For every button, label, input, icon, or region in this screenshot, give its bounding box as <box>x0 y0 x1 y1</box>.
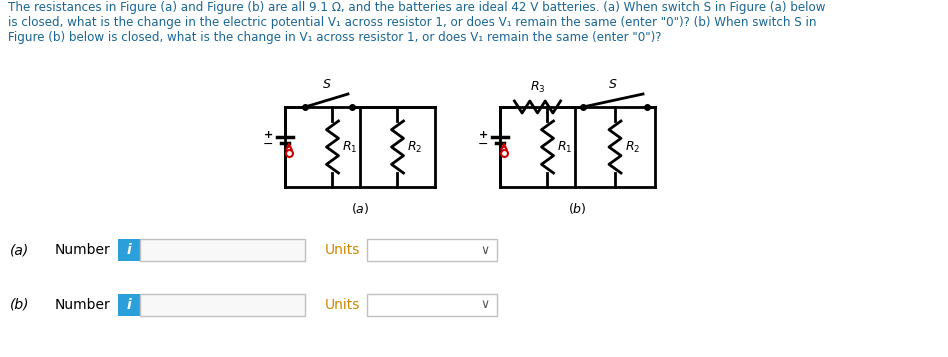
Text: $R_2$: $R_2$ <box>408 140 423 155</box>
Bar <box>140 239 305 261</box>
Text: −: − <box>263 137 273 151</box>
Text: (a): (a) <box>10 243 29 257</box>
Text: $(b)$: $(b)$ <box>568 201 587 216</box>
Text: Units: Units <box>325 298 360 312</box>
Bar <box>140 294 305 316</box>
Text: Figure (b) below is closed, what is the change in V₁ across resistor 1, or does : Figure (b) below is closed, what is the … <box>8 31 662 44</box>
Text: $R_1$: $R_1$ <box>557 140 573 155</box>
Text: Units: Units <box>325 243 360 257</box>
Text: $R_2$: $R_2$ <box>625 140 640 155</box>
Bar <box>367 239 497 261</box>
Text: is closed, what is the change in the electric potential V₁ across resistor 1, or: is closed, what is the change in the ele… <box>8 16 816 29</box>
Text: ∨: ∨ <box>481 243 489 256</box>
Text: $R_3$: $R_3$ <box>530 80 545 95</box>
Bar <box>367 294 497 316</box>
Text: The resistances in Figure (a) and Figure (b) are all 9.1 Ω, and the batteries ar: The resistances in Figure (a) and Figure… <box>8 1 826 14</box>
Text: i: i <box>127 243 132 257</box>
Text: ∨: ∨ <box>481 298 489 312</box>
Text: S: S <box>609 78 617 91</box>
Text: (b): (b) <box>10 298 29 312</box>
Bar <box>118 294 140 316</box>
Text: Number: Number <box>55 298 111 312</box>
Text: $(a)$: $(a)$ <box>351 201 369 216</box>
Text: −: − <box>478 137 488 151</box>
Text: Number: Number <box>55 243 111 257</box>
Text: $R_1$: $R_1$ <box>342 140 358 155</box>
Text: i: i <box>127 298 132 312</box>
Bar <box>118 239 140 261</box>
Text: S: S <box>322 78 331 91</box>
Text: +: + <box>479 130 488 140</box>
Text: +: + <box>264 130 273 140</box>
